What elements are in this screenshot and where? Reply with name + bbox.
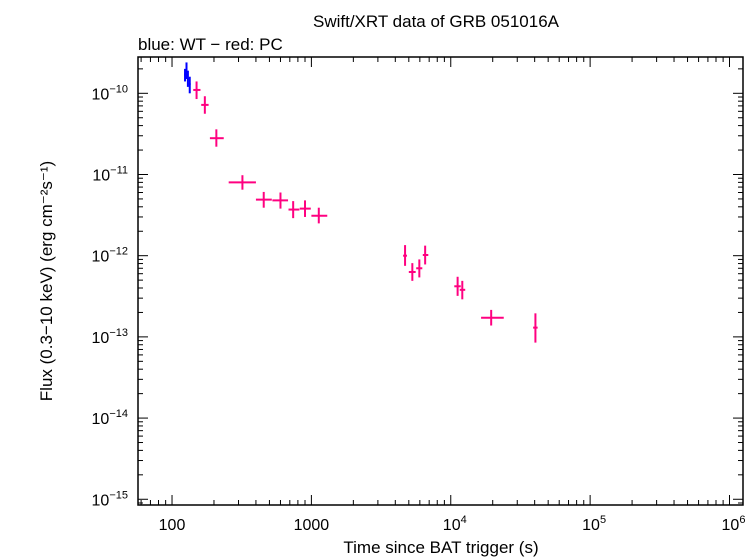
x-tick-label: 100 [159,517,186,534]
data-points [184,62,538,343]
data-point [311,207,328,224]
data-point [209,129,224,147]
x-tick-label: 1000 [294,517,330,534]
data-point [454,276,461,296]
y-axis-ticks: 10−10 10−11 10−12 10−13 10−14 10−15 [92,68,743,509]
chart-title: Swift/XRT data of GRB 051016A [313,12,560,31]
data-point [193,81,201,100]
data-point [272,192,289,209]
data-point [459,280,466,300]
data-point [228,175,256,190]
y-tick-label: 10−13 [92,327,128,347]
y-tick-label: 10−10 [92,83,128,103]
data-point [481,309,504,326]
data-point [186,70,189,87]
series-pc [193,81,538,343]
data-point [201,96,209,114]
y-tick-label: 10−11 [92,164,128,184]
y-tick-label: 10−14 [92,408,128,428]
series-wt [184,62,191,94]
x-tick-label: 105 [582,514,606,534]
data-point [533,313,538,343]
y-tick-label: 10−15 [92,489,128,509]
data-point [255,191,272,208]
data-point [408,263,416,281]
plot-frame [137,56,744,506]
y-axis-label: Flux (0.3−10 keV) (erg cm⁻²s⁻¹) [37,161,56,401]
data-point [188,76,191,94]
data-point [403,245,407,266]
x-tick-label: 106 [722,514,746,534]
data-point [422,245,429,265]
data-point [288,201,300,219]
x-axis-ticks: 100 1000 104 105 106 [140,57,746,534]
data-point [299,200,311,217]
x-tick-label: 104 [443,514,467,534]
chart-subtitle: blue: WT − red: PC [138,35,283,54]
data-point [416,259,423,278]
y-tick-label: 10−12 [92,246,128,266]
x-axis-label: Time since BAT trigger (s) [343,538,538,557]
